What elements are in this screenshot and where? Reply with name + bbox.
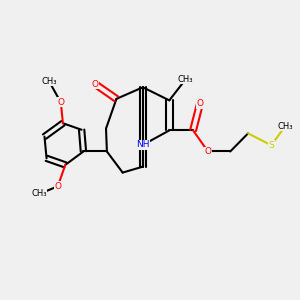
Text: O: O [54, 182, 61, 191]
Text: CH₃: CH₃ [178, 75, 194, 84]
Text: O: O [205, 147, 212, 156]
Text: S: S [268, 141, 274, 150]
Text: CH₃: CH₃ [278, 122, 293, 131]
Text: O: O [92, 80, 98, 88]
Text: O: O [196, 99, 203, 108]
Text: O: O [57, 98, 64, 107]
Text: CH₃: CH₃ [32, 190, 47, 199]
Text: NH: NH [136, 140, 150, 149]
Text: CH₃: CH₃ [41, 76, 57, 85]
